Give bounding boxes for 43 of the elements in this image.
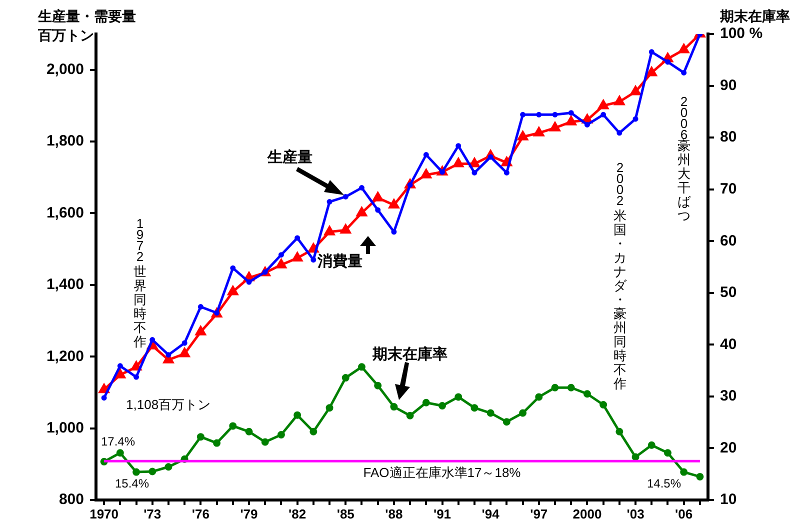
y2-axis-title: 期末在庫率: [719, 8, 790, 24]
x-tick-label: '79: [240, 506, 258, 522]
x-tick-label: '85: [336, 506, 354, 522]
y2-tick-label: 90: [720, 76, 737, 94]
y2-tick-label: 70: [720, 180, 737, 198]
annotation: 17.4%: [100, 434, 136, 448]
series-label: 消費量: [316, 253, 362, 270]
y2-tick-label: 60: [720, 232, 737, 250]
y2-tick-label: 100 %: [720, 25, 763, 42]
y2-tick-label: 50: [720, 284, 737, 302]
y2-tick-label: 40: [720, 336, 737, 353]
x-tick-label: '97: [530, 506, 548, 522]
series-label: 期末在庫率: [372, 345, 448, 364]
text: 2006豪州大干ばつ: [678, 94, 690, 224]
ref-line-label: FAO適正在庫水準17～18%: [363, 465, 522, 480]
y-tick-label: 1,000: [46, 419, 84, 436]
x-tick-label: 1970: [90, 506, 119, 522]
y2-tick-label: 20: [720, 439, 737, 456]
y-tick-label: 1,600: [46, 204, 84, 222]
x-tick-label: 2000: [572, 506, 602, 522]
text: 1972 世界同時不作: [134, 216, 146, 350]
y-tick-label: 1,400: [46, 276, 84, 294]
annotation: 1,108百万トン: [126, 397, 211, 412]
x-tick-label: '73: [144, 506, 162, 522]
x-tick-label: '88: [385, 506, 403, 522]
x-tick-label: '82: [288, 506, 306, 522]
annotation: 15.4%: [114, 476, 150, 490]
y-tick-label: 1,200: [46, 348, 84, 365]
y-tick-label: 2,000: [46, 60, 84, 78]
x-tick-label: '91: [433, 506, 452, 522]
annotation: 14.5%: [646, 476, 682, 490]
y-axis-title: 生産量・需要量百万トン: [37, 8, 136, 43]
y2-tick-label: 80: [720, 128, 737, 146]
y-tick-label: 800: [58, 491, 84, 508]
text: 2002 米国・カナダ・豪州同時不作: [614, 160, 626, 392]
x-tick-label: '06: [675, 506, 693, 522]
x-tick-label: '94: [482, 506, 500, 522]
text: 生産量: [266, 148, 312, 166]
x-tick-label: '76: [192, 506, 210, 522]
x-tick-label: '03: [626, 506, 644, 522]
y2-tick-label: 10: [720, 491, 737, 508]
y-tick-label: 1,800: [46, 132, 84, 150]
y2-tick-label: 30: [720, 388, 737, 405]
